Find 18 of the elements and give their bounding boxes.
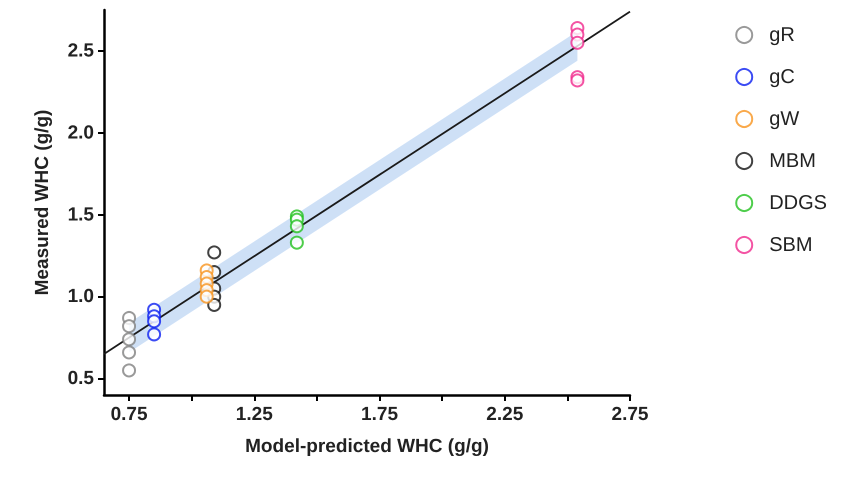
y-tick-label: 1.5 — [68, 204, 94, 226]
x-tick-label: 2.75 — [612, 404, 649, 425]
y-tick-label: 0.5 — [68, 368, 94, 390]
y-tick-label: 2.5 — [68, 40, 94, 62]
legend-label: gC — [769, 66, 795, 88]
x-tick-label: 1.75 — [361, 404, 398, 425]
y-tick-label: 1.0 — [68, 286, 94, 308]
legend-label: gW — [769, 108, 800, 130]
y-axis-title: Measured WHC (g/g) — [32, 110, 53, 296]
x-axis-title: Model-predicted WHC (g/g) — [245, 436, 489, 457]
y-tick-label: 2.0 — [68, 122, 94, 144]
legend-label: MBM — [769, 150, 816, 172]
legend-label: SBM — [769, 234, 813, 256]
x-tick-label: 0.75 — [110, 404, 148, 425]
x-tick-label: 2.25 — [486, 404, 524, 425]
x-tick-label: 1.25 — [236, 404, 274, 425]
legend-label: gR — [769, 24, 795, 46]
legend-label: DDGS — [769, 192, 828, 214]
